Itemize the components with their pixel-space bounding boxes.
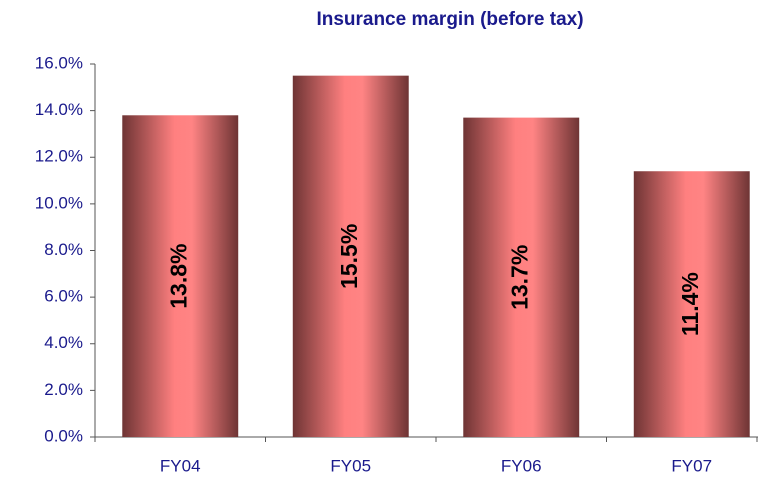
y-tick-label: 10.0% xyxy=(35,193,83,212)
data-label: 15.5% xyxy=(336,224,362,289)
bar xyxy=(463,117,580,438)
x-tick-label: FY04 xyxy=(160,456,201,475)
y-tick-label: 2.0% xyxy=(44,380,83,399)
y-tick-label: 12.0% xyxy=(35,147,83,166)
y-tick-label: 0.0% xyxy=(44,426,83,445)
data-label: 13.7% xyxy=(506,245,532,310)
bar xyxy=(633,171,750,438)
x-tick-label: FY05 xyxy=(330,456,371,475)
chart-title: Insurance margin (before tax) xyxy=(316,9,583,30)
y-tick-label: 16.0% xyxy=(35,53,83,72)
bar xyxy=(122,115,239,437)
x-tick-label: FY07 xyxy=(671,456,712,475)
x-tick-label: FY06 xyxy=(501,456,542,475)
y-tick-label: 4.0% xyxy=(44,333,83,352)
y-tick-label: 6.0% xyxy=(44,287,83,306)
data-label: 13.8% xyxy=(165,244,191,309)
data-label: 11.4% xyxy=(677,272,703,336)
bar xyxy=(292,75,409,437)
y-tick-label: 8.0% xyxy=(44,240,83,259)
y-tick-label: 14.0% xyxy=(35,100,83,119)
